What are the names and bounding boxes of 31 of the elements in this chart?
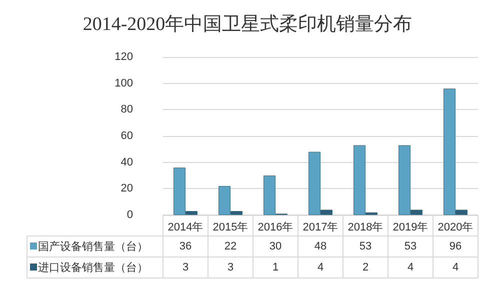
data-label: 36 — [179, 240, 192, 252]
legend-label: 进口设备销售量（台） — [38, 261, 148, 274]
data-label: 53 — [359, 240, 372, 252]
data-label: 4 — [452, 262, 459, 274]
data-label: 3 — [227, 262, 234, 274]
x-tick-label: 2018年 — [348, 222, 384, 234]
legend-label: 国产设备销售量（台） — [38, 240, 148, 253]
data-label: 22 — [224, 240, 237, 252]
data-label: 2 — [362, 262, 369, 274]
data-label: 96 — [449, 240, 462, 252]
y-tick-label: 0 — [126, 209, 133, 221]
y-tick-label: 20 — [120, 182, 133, 195]
data-label: 30 — [269, 240, 282, 252]
data-label: 53 — [404, 240, 417, 252]
data-label: 48 — [314, 240, 327, 252]
data-label: 3 — [182, 262, 189, 274]
y-tick-label: 100 — [114, 77, 133, 90]
y-tick-label: 80 — [120, 104, 133, 116]
chart-title: 2014-2020年中国卫星式柔印机销量分布 — [82, 14, 412, 35]
x-tick-label: 2017年 — [302, 222, 338, 234]
y-tick-label: 60 — [120, 130, 133, 142]
data-label: 4 — [407, 262, 414, 274]
x-tick-label: 2019年 — [392, 222, 428, 234]
x-tick-label: 2014年 — [168, 222, 204, 234]
data-label: 4 — [317, 262, 324, 274]
x-tick-label: 2016年 — [258, 222, 294, 234]
y-tick-label: 40 — [120, 156, 133, 168]
y-tick-label: 120 — [114, 51, 133, 63]
x-tick-label: 2015年 — [212, 222, 248, 234]
x-tick-label: 2020年 — [438, 222, 474, 234]
data-label: 1 — [272, 262, 279, 274]
